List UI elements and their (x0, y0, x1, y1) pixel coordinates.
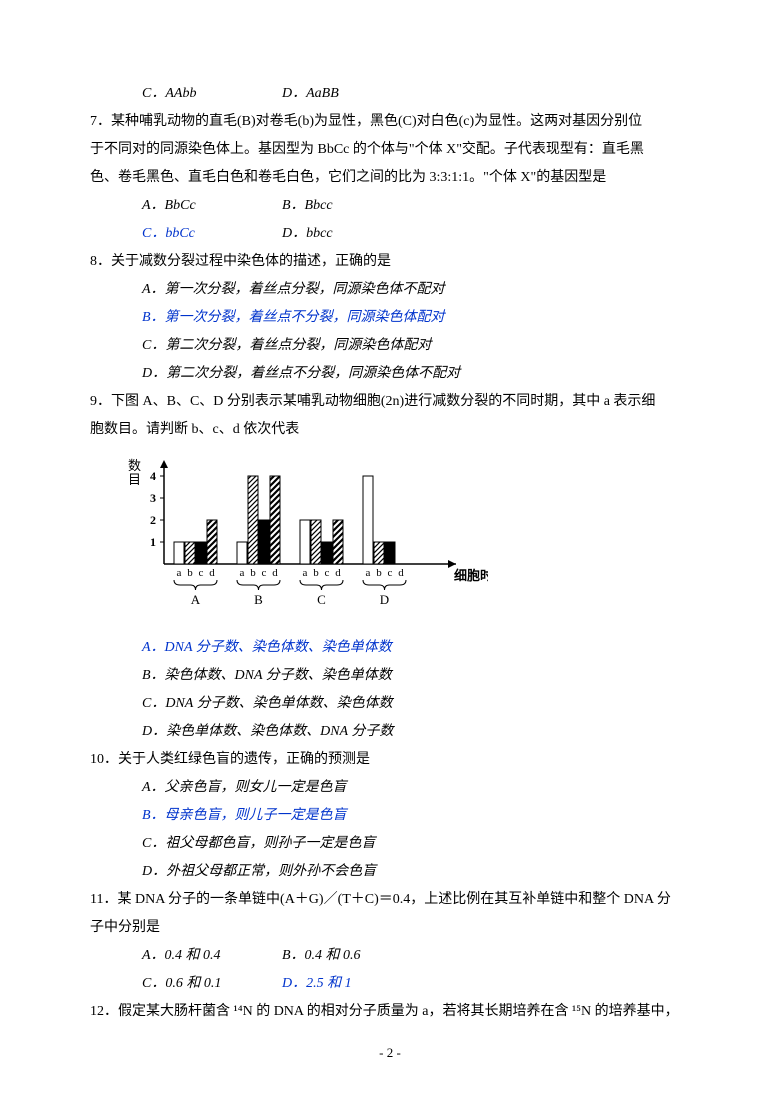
q9-optD: D．染色单体数、染色体数、DNA 分子数 (90, 718, 690, 746)
q8-stem: 8．关于减数分裂过程中染色体的描述，正确的是 (90, 248, 690, 276)
q6-optD: D．AaBB (282, 80, 422, 108)
page-content: C．AAbb D．AaBB 7．某种哺乳动物的直毛(B)对卷毛(b)为显性，黑色… (0, 0, 780, 1106)
svg-text:A: A (191, 592, 201, 607)
q7-stem-line1: 7．某种哺乳动物的直毛(B)对卷毛(b)为显性，黑色(C)对白色(c)为显性。这… (90, 108, 690, 136)
svg-text:D: D (380, 592, 389, 607)
q10-optA: A．父亲色盲，则女儿一定是色盲 (90, 774, 690, 802)
q7-optB: B．Bbcc (282, 192, 422, 220)
q10-optC: C．祖父母都色盲，则孙子一定是色盲 (90, 830, 690, 858)
svg-text:c: c (199, 567, 204, 579)
q7-optA: A．BbCc (142, 192, 282, 220)
svg-text:c: c (262, 567, 267, 579)
svg-text:d: d (272, 567, 278, 579)
svg-text:a: a (366, 567, 371, 579)
q8-optC: C．第二次分裂，着丝点分裂，同源染色体配对 (90, 332, 690, 360)
q6-optC: C．AAbb (142, 80, 282, 108)
q9-optC: C．DNA 分子数、染色单体数、染色体数 (90, 690, 690, 718)
q11-optB: B．0.4 和 0.6 (282, 942, 422, 970)
q7-optD: D．bbcc (282, 220, 422, 248)
svg-text:a: a (303, 567, 308, 579)
q7-options-row1: A．BbCc B．Bbcc (90, 192, 690, 220)
q7-optC: C．bbCc (142, 220, 282, 248)
svg-text:d: d (209, 567, 215, 579)
q11-stem-line1: 11．某 DNA 分子的一条单链中(A＋G)／(T＋C)＝0.4，上述比例在其互… (90, 886, 690, 914)
q8-optA: A．第一次分裂，着丝点分裂，同源染色体不配对 (90, 276, 690, 304)
svg-text:C: C (317, 592, 326, 607)
bar-chart-svg: 数目1234abcdAabcdBabcdCabcdD细胞时期 (128, 454, 488, 624)
q11-stem-line2: 子中分别是 (90, 914, 690, 942)
svg-text:b: b (313, 567, 319, 579)
q6-options-row2: C．AAbb D．AaBB (90, 80, 690, 108)
svg-text:c: c (388, 567, 393, 579)
q9-stem-line2: 胞数目。请判断 b、c、d 依次代表 (90, 416, 690, 444)
q11-optD: D．2.5 和 1 (282, 970, 422, 998)
q9-stem-line1: 9．下图 A、B、C、D 分别表示某哺乳动物细胞(2n)进行减数分裂的不同时期，… (90, 388, 690, 416)
svg-text:d: d (335, 567, 341, 579)
q12-stem: 12．假定某大肠杆菌含 ¹⁴N 的 DNA 的相对分子质量为 a，若将其长期培养… (90, 998, 690, 1026)
page-number: - 2 - (90, 1040, 690, 1066)
q8-optB: B．第一次分裂，着丝点不分裂，同源染色体配对 (90, 304, 690, 332)
svg-text:a: a (240, 567, 245, 579)
q7-options-row2: C．bbCc D．bbcc (90, 220, 690, 248)
q9-optB: B．染色体数、DNA 分子数、染色单体数 (90, 662, 690, 690)
svg-text:d: d (398, 567, 404, 579)
q11-optA: A．0.4 和 0.4 (142, 942, 282, 970)
svg-text:4: 4 (150, 469, 156, 483)
q8-optD: D．第二次分裂，着丝点不分裂，同源染色体不配对 (90, 360, 690, 388)
q11-options-row1: A．0.4 和 0.4 B．0.4 和 0.6 (90, 942, 690, 970)
svg-text:b: b (187, 567, 193, 579)
svg-text:b: b (250, 567, 256, 579)
svg-text:2: 2 (150, 513, 156, 527)
q11-optC: C．0.6 和 0.1 (142, 970, 282, 998)
svg-text:b: b (376, 567, 382, 579)
svg-text:目: 目 (128, 472, 141, 487)
q7-stem-line3: 色、卷毛黑色、直毛白色和卷毛白色，它们之间的比为 3:3:1:1。"个体 X"的… (90, 164, 690, 192)
svg-text:数: 数 (128, 458, 141, 473)
svg-text:B: B (254, 592, 263, 607)
svg-text:1: 1 (150, 535, 156, 549)
q11-options-row2: C．0.6 和 0.1 D．2.5 和 1 (90, 970, 690, 998)
svg-text:c: c (325, 567, 330, 579)
svg-text:细胞时期: 细胞时期 (454, 568, 488, 583)
svg-text:3: 3 (150, 491, 156, 505)
svg-text:a: a (177, 567, 182, 579)
q10-stem: 10．关于人类红绿色盲的遗传，正确的预测是 (90, 746, 690, 774)
q7-stem-line2: 于不同对的同源染色体上。基因型为 BbCc 的个体与"个体 X"交配。子代表现型… (90, 136, 690, 164)
q9-chart: 数目1234abcdAabcdBabcdCabcdD细胞时期 (128, 454, 690, 624)
q10-optB: B．母亲色盲，则儿子一定是色盲 (90, 802, 690, 830)
q9-optA: A．DNA 分子数、染色体数、染色单体数 (90, 634, 690, 662)
q10-optD: D．外祖父母都正常，则外孙不会色盲 (90, 858, 690, 886)
